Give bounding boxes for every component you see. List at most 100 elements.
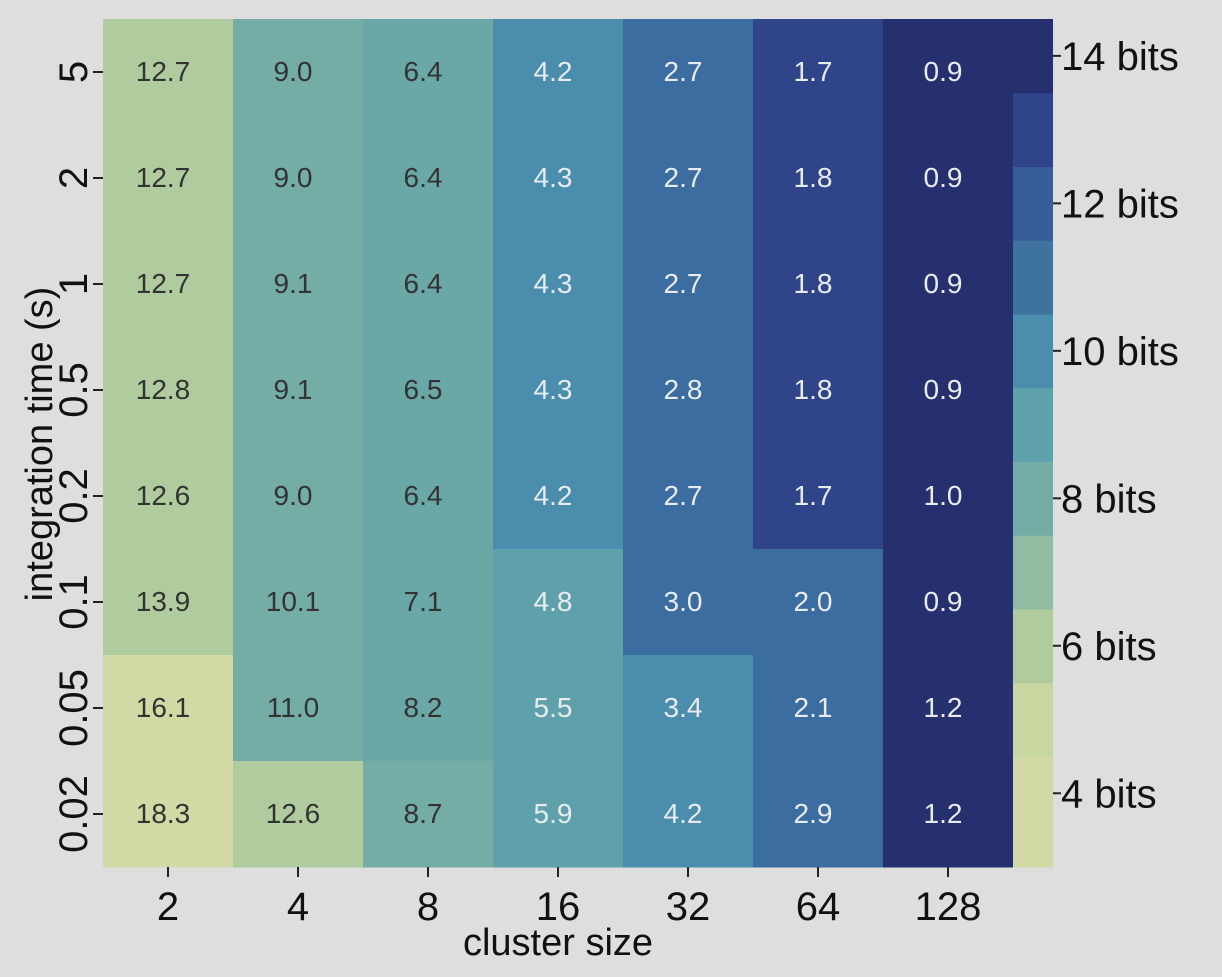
heatmap-cell: [493, 549, 624, 656]
cell-value-label: 0.9: [924, 162, 963, 193]
x-axis-title: cluster size: [463, 922, 653, 964]
cell-value-label: 16.1: [136, 692, 191, 723]
heatmap-cell: [493, 337, 624, 444]
cell-value-label: 1.0: [924, 480, 963, 511]
cell-value-label: 6.5: [404, 374, 443, 405]
cell-value-label: 4.2: [664, 798, 703, 829]
cell-value-label: 12.8: [136, 374, 191, 405]
heatmap-cell: [883, 443, 1014, 550]
cell-value-label: 2.8: [664, 374, 703, 405]
heatmap-cell: [103, 761, 234, 868]
heatmap-cell: [233, 19, 364, 126]
colorbar-tick-label: 14 bits: [1061, 35, 1179, 79]
cell-value-label: 5.5: [534, 692, 573, 723]
cell-value-label: 5.9: [534, 798, 573, 829]
heatmap-cell: [753, 443, 884, 550]
colorbar-tick-label: 4 bits: [1061, 772, 1157, 816]
cell-value-label: 9.0: [274, 480, 313, 511]
heatmap-cell: [753, 231, 884, 338]
colorbar-tick-label: 8 bits: [1061, 477, 1157, 521]
cell-value-label: 0.9: [924, 586, 963, 617]
colorbar-band: [1013, 387, 1053, 462]
cell-value-label: 4.3: [534, 162, 573, 193]
cell-value-label: 8.2: [404, 692, 443, 723]
cell-value-label: 4.2: [534, 56, 573, 87]
cell-value-label: 6.4: [404, 162, 443, 193]
y-tick-label: 0.05: [52, 669, 96, 747]
cell-value-label: 0.9: [924, 374, 963, 405]
cell-value-label: 2.7: [664, 268, 703, 299]
colorbar-band: [1013, 313, 1053, 389]
heatmap-cell: [883, 19, 1014, 126]
colorbar-band: [1013, 756, 1053, 868]
cell-value-label: 2.1: [794, 692, 833, 723]
cell-value-label: 1.8: [794, 162, 833, 193]
cell-value-label: 13.9: [136, 586, 191, 617]
y-tick-label: 5: [52, 61, 96, 83]
heatmap-cell: [103, 443, 234, 550]
heatmap-cell: [233, 125, 364, 232]
heatmap-cell: [233, 443, 364, 550]
heatmap-cell: [753, 337, 884, 444]
colorbar-band: [1013, 166, 1053, 241]
heatmap-cell: [493, 655, 624, 762]
heatmap-cells: [103, 19, 1014, 868]
heatmap-cell: [233, 231, 364, 338]
cell-value-label: 6.4: [404, 480, 443, 511]
heatmap-cell: [493, 231, 624, 338]
heatmap-cell: [363, 761, 494, 868]
cell-value-label: 2.7: [664, 162, 703, 193]
cell-value-label: 2.9: [794, 798, 833, 829]
y-axis-ticks: 5 2 1 0.5 0.2 0.1 0.05 0.02: [52, 61, 103, 853]
heatmap-cell: [103, 337, 234, 444]
cell-value-label: 12.7: [136, 162, 191, 193]
heatmap-cell: [753, 549, 884, 656]
y-tick-label: 0.5: [52, 362, 96, 418]
y-tick-label: 0.02: [52, 775, 96, 853]
cell-value-label: 4.3: [534, 268, 573, 299]
heatmap-cell: [233, 337, 364, 444]
heatmap-cell: [623, 231, 754, 338]
heatmap-cell: [233, 655, 364, 762]
cell-value-label: 4.8: [534, 586, 573, 617]
cell-value-label: 3.0: [664, 586, 703, 617]
y-tick-label: 1: [52, 273, 96, 295]
cell-value-label: 12.7: [136, 56, 191, 87]
cell-value-label: 12.6: [136, 480, 191, 511]
heatmap-cell: [493, 125, 624, 232]
cell-value-label: 0.9: [924, 56, 963, 87]
heatmap-cell: [493, 443, 624, 550]
heatmap-cell: [883, 125, 1014, 232]
heatmap-cell: [883, 761, 1014, 868]
heatmap-cell: [753, 761, 884, 868]
heatmap-cell: [103, 655, 234, 762]
heatmap-cell: [493, 19, 624, 126]
heatmap-cell: [623, 19, 754, 126]
cell-value-label: 7.1: [404, 586, 443, 617]
heatmap-cell: [753, 125, 884, 232]
heatmap-cell: [493, 761, 624, 868]
heatmap-cell: [103, 549, 234, 656]
colorbar-band: [1013, 92, 1053, 167]
heatmap-cell: [623, 549, 754, 656]
heatmap-cell: [623, 443, 754, 550]
y-tick-label: 0.2: [52, 468, 96, 524]
heatmap-cell: [883, 231, 1014, 338]
heatmap-cell: [103, 231, 234, 338]
cell-value-label: 12.7: [136, 268, 191, 299]
colorbar-band: [1013, 608, 1053, 684]
colorbar-tick-label: 6 bits: [1061, 625, 1157, 669]
heatmap-cell: [623, 655, 754, 762]
cell-value-label: 1.8: [794, 374, 833, 405]
heatmap-cell: [753, 655, 884, 762]
heatmap-cell: [363, 549, 494, 656]
x-tick-label: 32: [666, 885, 711, 929]
heatmap-cell: [363, 337, 494, 444]
cell-value-label: 11.0: [267, 692, 319, 723]
x-tick-label: 128: [915, 885, 982, 929]
colorbar-band: [1013, 240, 1053, 315]
cell-value-label: 9.0: [274, 56, 313, 87]
heatmap-cell: [363, 655, 494, 762]
heatmap-cell: [363, 125, 494, 232]
